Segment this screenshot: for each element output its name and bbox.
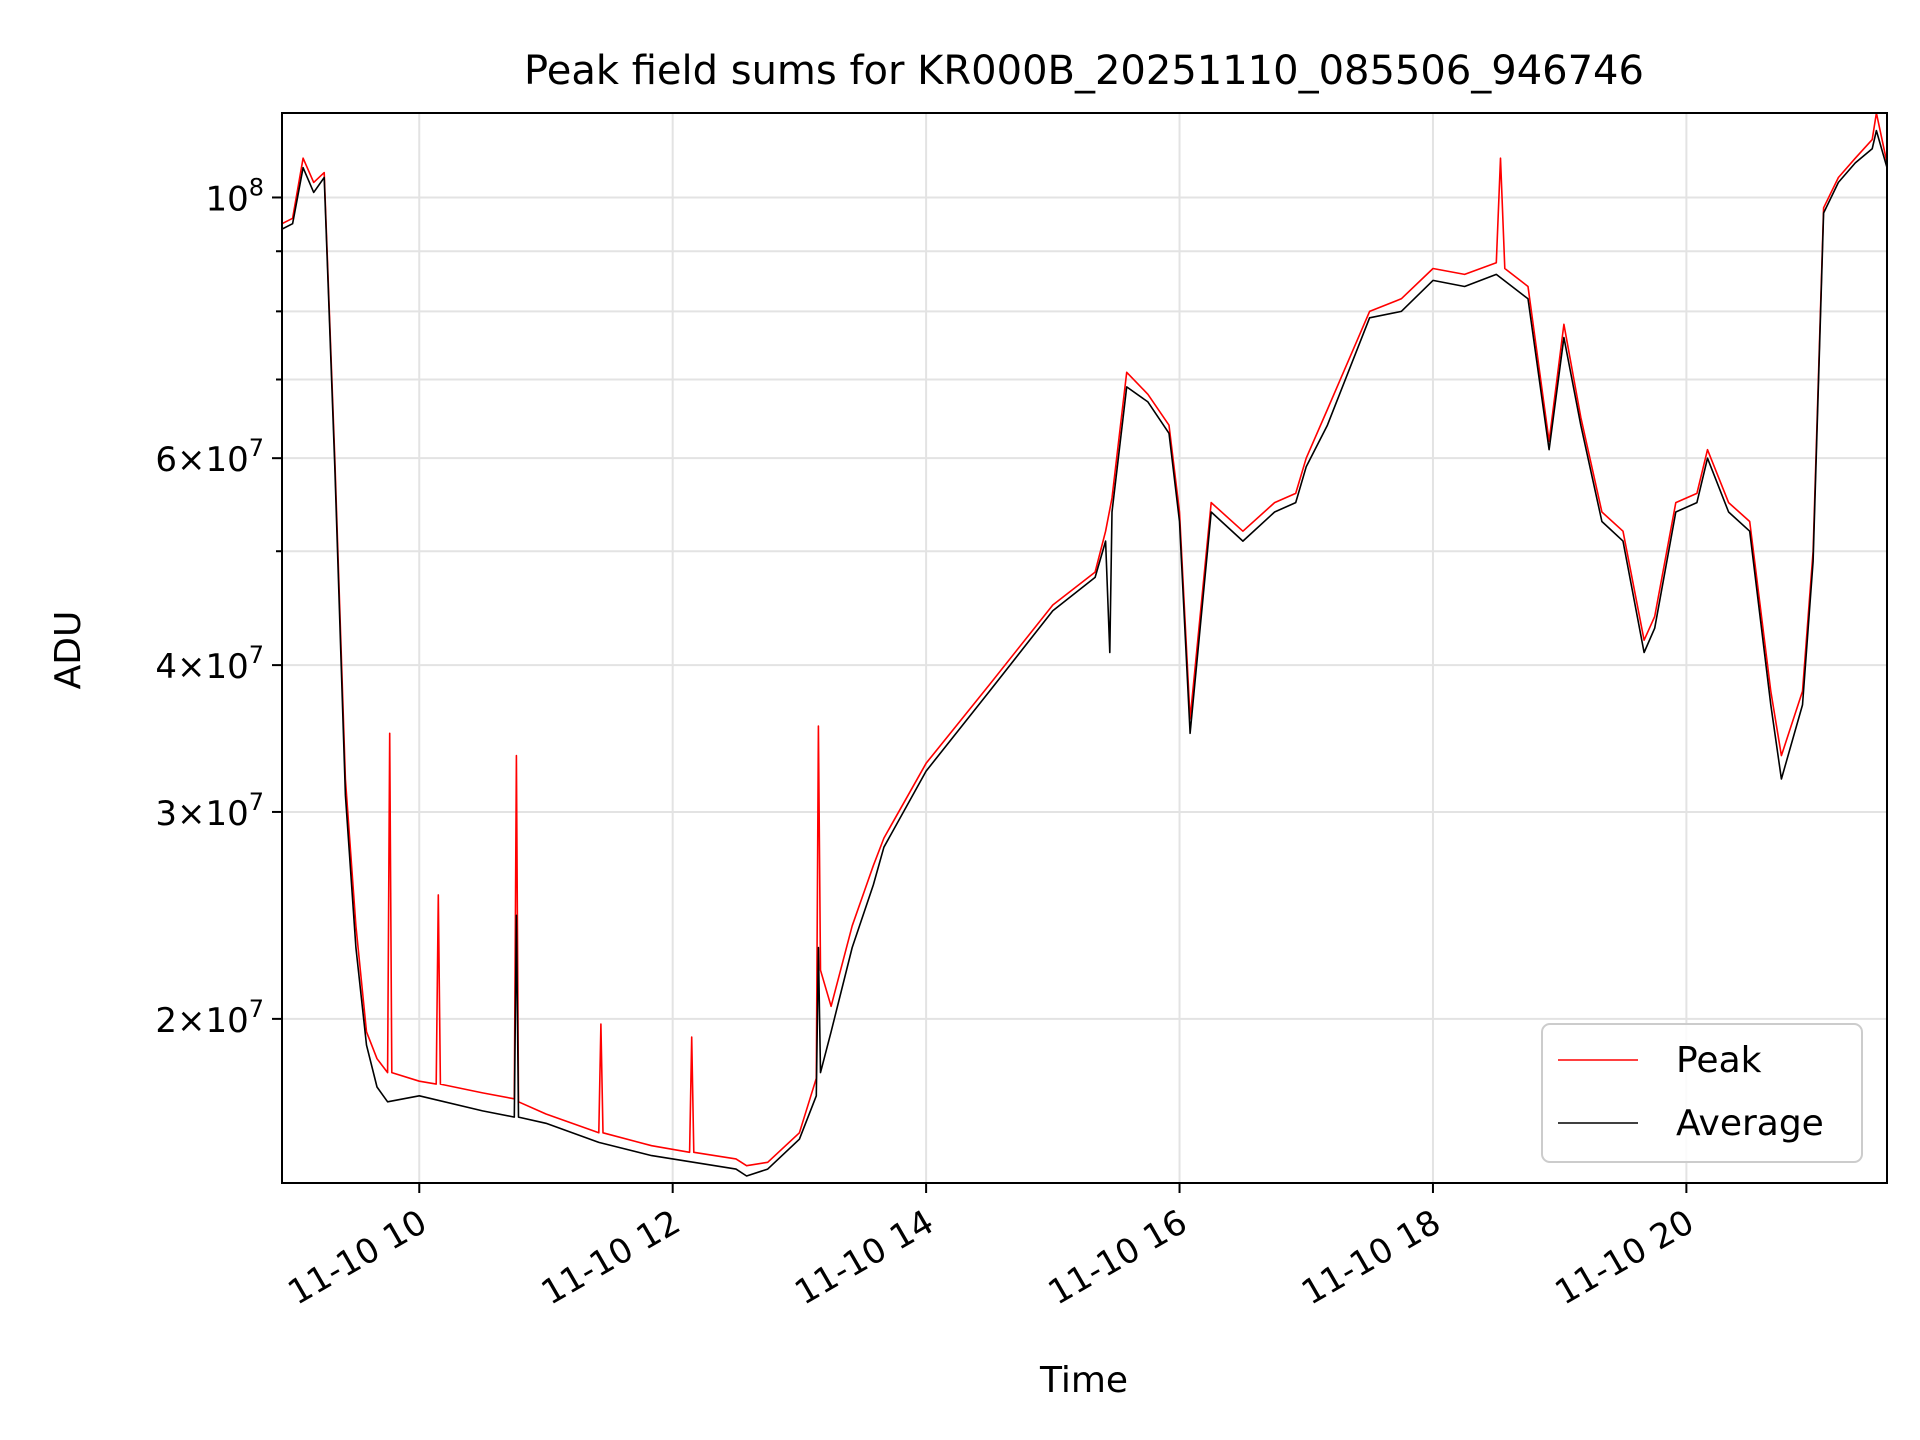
series-lines [281, 112, 1888, 1177]
grid [282, 113, 1887, 1183]
legend-label-average: Average [1676, 1103, 1824, 1144]
plot-frame [281, 112, 1888, 1184]
y-tick-label: 108 [205, 173, 264, 219]
y-tick-label: 4×107 [155, 641, 264, 687]
series-line-peak [281, 112, 1888, 1167]
legend-label-peak: Peak [1676, 1040, 1762, 1081]
series-line-average [281, 129, 1888, 1177]
y-tick-label: 3×107 [155, 788, 264, 834]
y-axis-ticks: 2×107 3×107 4×107 6×107 108 [155, 173, 282, 1041]
y-tick-label: 2×107 [155, 995, 264, 1041]
x-axis-label: Time [1039, 1360, 1128, 1401]
y-axis-label: ADU [48, 611, 89, 690]
y-tick-label: 6×107 [155, 434, 264, 480]
chart-title: Peak field sums for KR000B_20251110_0855… [524, 48, 1644, 94]
legend: Peak Average [1541, 1023, 1863, 1163]
legend-box [1541, 1023, 1863, 1163]
